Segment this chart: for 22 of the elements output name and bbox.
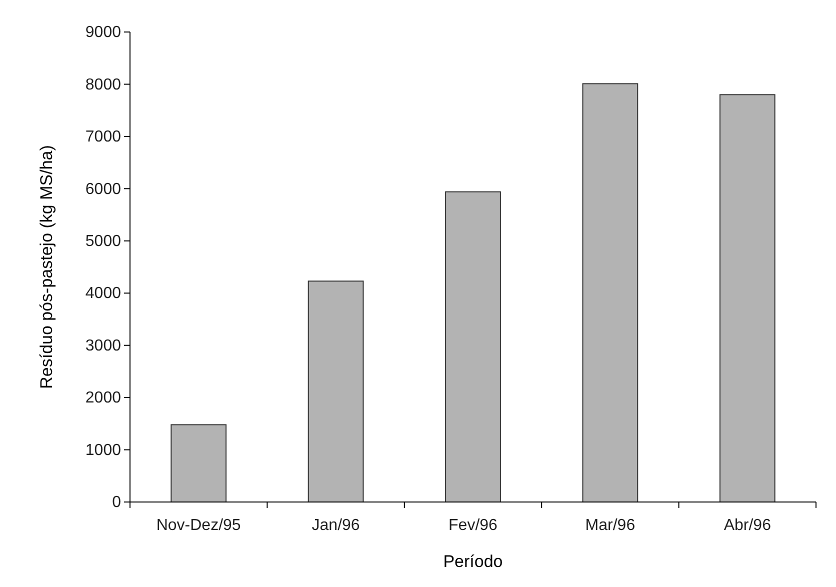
- bar: [445, 191, 501, 502]
- y-tick-label: 0: [112, 494, 122, 512]
- x-tick-label: Fev/96: [448, 517, 498, 534]
- x-tick-label: Nov-Dez/95: [156, 517, 241, 534]
- y-tick-label: 5000: [85, 233, 122, 250]
- y-tick-label: 6000: [85, 180, 122, 198]
- x-tick-label: Abr/96: [724, 517, 772, 534]
- y-tick-label: 8000: [85, 76, 122, 94]
- y-tick-label: 1000: [85, 442, 122, 459]
- y-tick-label: 9000: [85, 24, 122, 42]
- bar: [582, 83, 638, 502]
- bar: [170, 424, 227, 502]
- x-axis-title: Período: [443, 552, 503, 571]
- y-tick-label: 4000: [85, 285, 122, 302]
- x-tick-label: Mar/96: [585, 517, 636, 534]
- y-tick-label: 7000: [85, 128, 122, 146]
- bar: [308, 280, 364, 502]
- x-tick-label: Jan/96: [312, 517, 360, 534]
- y-tick-label: 3000: [85, 337, 122, 354]
- bar: [719, 94, 776, 502]
- y-axis-title: Resíduo pós-pastejo (kg MS/ha): [37, 145, 56, 389]
- y-tick-label: 2000: [85, 390, 122, 407]
